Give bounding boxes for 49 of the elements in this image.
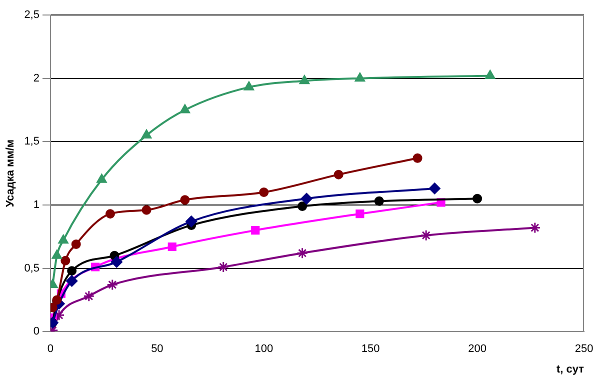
y-tick-label: 1: [33, 198, 40, 211]
point: [106, 278, 118, 290]
point: [180, 104, 190, 114]
point: [83, 290, 95, 302]
point: [58, 234, 68, 244]
x-tick-label: 50: [151, 343, 164, 356]
y-tick-label: 2,5: [24, 9, 40, 22]
point: [244, 81, 254, 90]
x-tick-label: 100: [254, 343, 274, 356]
point: [251, 226, 260, 235]
point: [52, 250, 62, 259]
point: [66, 275, 78, 287]
x-tick-label: 0: [47, 343, 54, 356]
point: [67, 266, 77, 276]
point: [420, 230, 432, 242]
point: [428, 182, 440, 194]
x-tick-label: 200: [468, 343, 486, 356]
point: [71, 239, 81, 249]
point: [142, 205, 152, 215]
point: [334, 170, 344, 180]
y-tick-label: 2: [33, 72, 40, 84]
point: [472, 194, 482, 204]
point: [259, 188, 269, 198]
x-tick-label: 250: [574, 343, 594, 356]
point: [218, 261, 230, 273]
point: [356, 210, 364, 218]
x-tick-label: 150: [361, 343, 380, 356]
point: [374, 196, 384, 206]
point: [354, 72, 366, 82]
point: [298, 201, 308, 211]
point: [296, 247, 308, 259]
point: [412, 153, 422, 163]
point: [186, 216, 198, 228]
point: [96, 174, 107, 183]
y-tick-label: 0: [33, 326, 40, 338]
point: [529, 222, 541, 234]
point: [60, 256, 70, 266]
y-axis-title: Усадка мм/м: [4, 139, 17, 208]
point: [180, 195, 190, 205]
point: [110, 256, 122, 268]
x-axis-title: t, сут: [556, 363, 585, 376]
point: [105, 209, 115, 219]
y-tick-label: 1,5: [24, 136, 40, 148]
point: [300, 192, 312, 204]
point: [141, 130, 152, 139]
point: [299, 75, 310, 84]
y-tick-label: 0,5: [24, 262, 40, 274]
point: [485, 70, 496, 80]
point: [168, 242, 176, 252]
